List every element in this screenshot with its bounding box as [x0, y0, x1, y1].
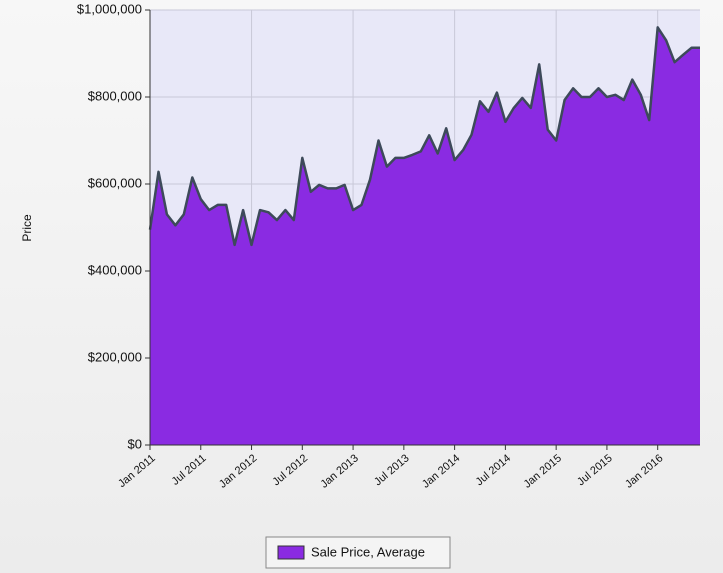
x-tick-label: Jan 2012 [217, 452, 259, 490]
x-tick-label: Jul 2015 [575, 452, 615, 488]
y-tick-label: $600,000 [88, 175, 142, 190]
x-tick-label: Jan 2015 [522, 452, 564, 490]
x-tick-label: Jan 2011 [116, 452, 158, 490]
x-tick-label: Jul 2013 [372, 452, 412, 488]
x-tick-label: Jan 2014 [420, 452, 462, 490]
y-axis-label: Price [20, 214, 34, 242]
y-tick-label: $0 [128, 436, 142, 451]
y-tick-label: $1,000,000 [77, 1, 142, 16]
x-tick-label: Jul 2011 [170, 452, 209, 487]
legend-label: Sale Price, Average [311, 544, 425, 559]
x-tick-label: Jul 2014 [474, 452, 514, 488]
legend-swatch [277, 545, 305, 560]
x-tick-label: Jul 2012 [271, 452, 311, 488]
x-tick-label: Jan 2013 [318, 452, 360, 490]
y-tick-label: $800,000 [88, 88, 142, 103]
legend: Sale Price, Average [265, 536, 451, 569]
area-outline [148, 26, 700, 247]
y-tick-label: $200,000 [88, 349, 142, 364]
area [150, 27, 700, 446]
x-tick-label: Jan 2016 [623, 452, 665, 490]
y-tick-label: $400,000 [88, 262, 142, 277]
